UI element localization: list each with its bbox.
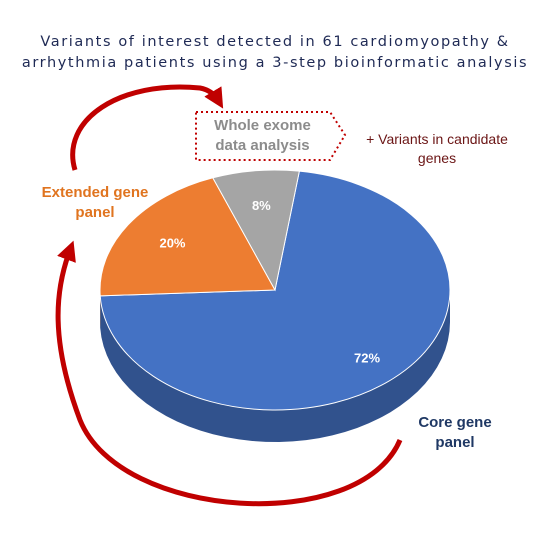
category-label: Extended gene panel — [41, 184, 149, 221]
slice — [99, 177, 276, 297]
slice — [212, 169, 300, 292]
chart-title: arrhythmia patients using a 3-step bioin… — [21, 55, 529, 71]
category-label: Whole exome data analysis — [214, 117, 311, 154]
annotation: + Variants in candidate genes — [366, 131, 508, 166]
step-box — [195, 111, 347, 161]
value-label: 72% — [354, 351, 380, 366]
arrow — [70, 84, 224, 171]
slice-side — [100, 290, 450, 442]
value-label: 8% — [252, 198, 271, 213]
pie: 72% 20% 8% — [99, 169, 451, 442]
category-label: Core gene panel — [418, 414, 492, 451]
arrow — [55, 240, 403, 507]
chart-title: Variants of interest detected in 61 card… — [40, 34, 510, 50]
value-label: 20% — [159, 235, 185, 250]
